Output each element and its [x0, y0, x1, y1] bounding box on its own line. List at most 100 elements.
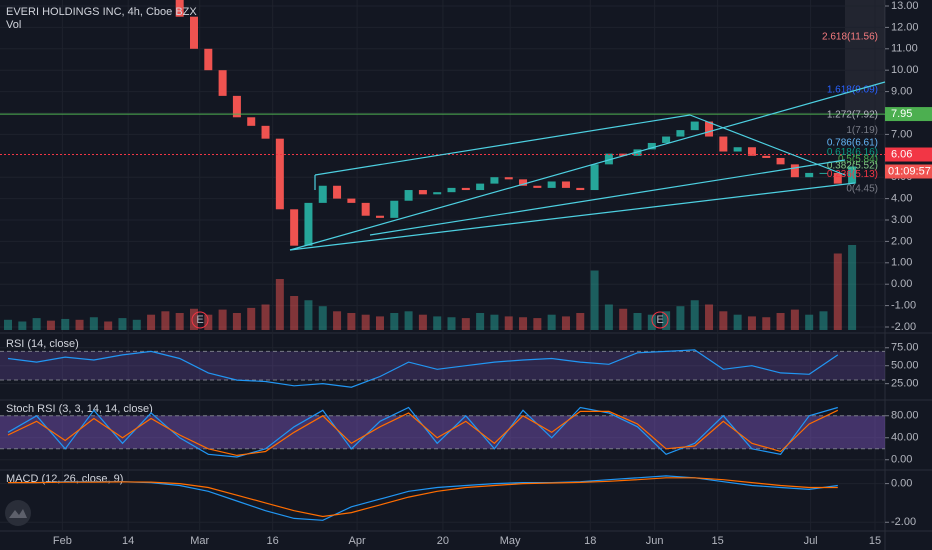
x-tick-label: May	[500, 535, 521, 547]
price-badge	[885, 147, 932, 162]
candle	[490, 177, 499, 184]
volume-bar	[318, 306, 327, 330]
candle	[504, 177, 513, 180]
volume-bar	[747, 316, 756, 330]
logo-badge	[5, 500, 31, 526]
candle	[447, 187, 456, 193]
volume-bar	[104, 321, 113, 330]
y-tick-label: -2.00	[891, 516, 916, 528]
volume-bar	[61, 318, 70, 330]
x-tick-label: 20	[437, 535, 449, 547]
indicator-line	[7, 349, 839, 388]
fib-label: 2.618(11.56)	[822, 31, 878, 42]
volume-bar	[705, 304, 714, 330]
volume-bar	[848, 245, 857, 330]
x-tick-label: Jun	[646, 535, 664, 547]
volume-bar	[161, 311, 170, 330]
pane-title: RSI (14, close)	[6, 338, 79, 350]
chart-title: EVERI HOLDINGS INC, 4h, Cboe BZX	[6, 6, 197, 18]
candle	[590, 164, 599, 191]
volume-bar	[46, 320, 55, 330]
y-tick-label: 9.00	[891, 86, 912, 98]
volume-bar	[833, 253, 842, 330]
trend-line	[689, 114, 846, 176]
y-tick-label: 11.00	[891, 43, 918, 55]
countdown-label: 01:09:57	[888, 165, 931, 177]
volume-bar	[290, 296, 299, 330]
x-tick-label: Feb	[53, 535, 72, 547]
x-tick-label: 14	[122, 535, 134, 547]
candle	[561, 181, 570, 188]
fib-label: 0.5(5.84)	[838, 154, 878, 165]
candle	[404, 190, 413, 201]
candle	[848, 166, 857, 184]
candle	[361, 202, 370, 216]
volume-bar	[762, 317, 771, 330]
candle	[290, 209, 299, 246]
volume-bar	[490, 314, 499, 330]
volume-bar	[476, 313, 485, 330]
volume-bar	[390, 313, 399, 330]
x-tick-label: 16	[267, 535, 279, 547]
candle	[547, 181, 556, 188]
volume-bar	[590, 270, 599, 330]
volume-bar	[604, 304, 613, 330]
earnings-markers: E E	[191, 311, 669, 329]
y-tick-label: -1.00	[891, 300, 916, 312]
volume-bar	[719, 311, 728, 330]
volume-bar	[89, 317, 98, 330]
trend-line	[314, 114, 691, 176]
volume-bar	[447, 317, 456, 330]
price-badge-label: 6.06	[891, 148, 912, 160]
price-badge	[885, 107, 932, 122]
candle	[733, 147, 742, 152]
volume-bar	[275, 279, 284, 330]
candle	[690, 121, 699, 131]
volume-bar	[304, 300, 313, 330]
candle	[776, 157, 785, 165]
trend-line	[369, 159, 846, 236]
candle	[747, 147, 756, 156]
candle	[461, 187, 470, 191]
candle	[762, 155, 771, 158]
volume-bar	[819, 311, 828, 330]
volume-bar	[361, 314, 370, 330]
candle	[261, 125, 270, 139]
volume-bar	[247, 307, 256, 330]
band	[0, 351, 885, 381]
earnings-marker	[191, 311, 209, 329]
candle	[633, 149, 642, 156]
volume-bar	[519, 317, 528, 330]
volume-bar	[619, 308, 628, 330]
volume-bar	[189, 308, 198, 330]
candle	[333, 185, 342, 199]
volume-bar	[75, 319, 84, 330]
volume-bar	[504, 316, 513, 330]
volume-bar	[647, 314, 656, 330]
y-tick-label: 10.00	[891, 64, 919, 76]
logo-icon	[9, 509, 27, 518]
price-badge-label: 7.95	[891, 108, 912, 120]
y-tick-label: 0.00	[891, 278, 912, 290]
logo	[5, 500, 31, 526]
fib-label: 1.618(9.09)	[827, 84, 878, 95]
candle	[476, 183, 485, 191]
candle	[189, 16, 198, 49]
y-tick-label: 0.00	[891, 478, 912, 490]
candle	[676, 130, 685, 137]
volume-bar	[662, 311, 671, 330]
fib-zone	[845, 0, 885, 115]
candle	[375, 215, 384, 218]
volume-bar	[175, 313, 184, 330]
candle	[604, 153, 613, 165]
volume-bar	[132, 319, 141, 330]
pane-title: Stoch RSI (3, 3, 14, 14, close)	[6, 403, 153, 415]
volume-bar	[204, 314, 213, 330]
volume-bar	[218, 309, 227, 330]
candle	[576, 187, 585, 191]
y-tick-label: 40.00	[891, 432, 919, 444]
earnings-marker	[651, 311, 669, 329]
